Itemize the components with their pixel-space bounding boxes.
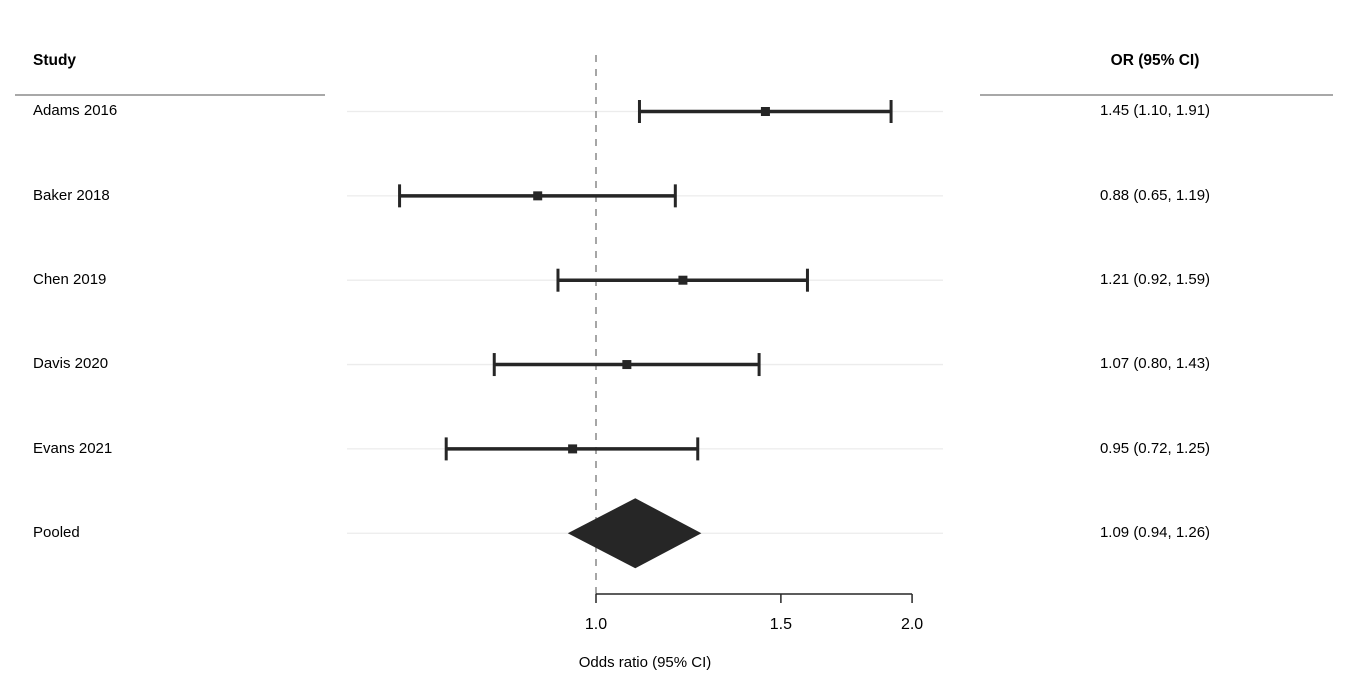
header-rule-left <box>15 94 325 96</box>
or-value: 1.21 (0.92, 1.59) <box>1099 271 1211 288</box>
study-label: Baker 2018 <box>33 187 110 204</box>
or-value: 1.09 (0.94, 1.26) <box>1099 524 1211 541</box>
point-estimate-marker <box>678 275 688 285</box>
point-estimate-marker <box>568 444 578 454</box>
x-tick-label: 1.5 <box>770 616 792 633</box>
or-value: 1.07 (0.80, 1.43) <box>1099 355 1211 372</box>
or-value: 0.88 (0.65, 1.19) <box>1099 187 1211 204</box>
or-value: 1.45 (1.10, 1.91) <box>1099 102 1211 119</box>
x-tick-label: 1.0 <box>585 616 607 633</box>
x-tick-label: 2.0 <box>901 616 923 633</box>
pooled-diamond <box>567 498 702 569</box>
or-value: 0.95 (0.72, 1.25) <box>1099 440 1211 457</box>
study-label: Chen 2019 <box>33 271 107 288</box>
point-estimate-marker <box>760 107 770 116</box>
point-estimate-marker <box>533 191 543 201</box>
study-label: Evans 2021 <box>33 440 113 457</box>
study-label: Adams 2016 <box>33 102 118 119</box>
header-rule-right <box>980 94 1333 96</box>
study-label: Davis 2020 <box>33 355 109 372</box>
or-column-header: OR (95% CI) <box>1110 52 1200 69</box>
point-estimate-marker <box>622 360 632 370</box>
x-axis-title: Odds ratio (95% CI) <box>578 654 712 671</box>
study-label: Pooled <box>33 524 80 541</box>
study-column-header: Study <box>33 52 77 69</box>
